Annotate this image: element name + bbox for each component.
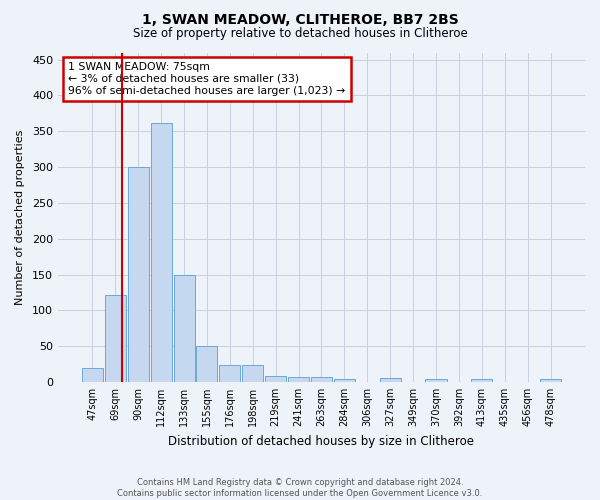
Bar <box>173 274 194 382</box>
Bar <box>105 294 126 382</box>
Text: 1 SWAN MEADOW: 75sqm
← 3% of detached houses are smaller (33)
96% of semi-detach: 1 SWAN MEADOW: 75sqm ← 3% of detached ho… <box>68 62 346 96</box>
Bar <box>82 368 103 382</box>
Bar <box>425 379 446 382</box>
Bar <box>220 364 241 382</box>
Bar <box>540 379 561 382</box>
Text: 1, SWAN MEADOW, CLITHEROE, BB7 2BS: 1, SWAN MEADOW, CLITHEROE, BB7 2BS <box>142 12 458 26</box>
Bar <box>471 379 493 382</box>
Bar <box>334 379 355 382</box>
Bar <box>242 364 263 382</box>
X-axis label: Distribution of detached houses by size in Clitheroe: Distribution of detached houses by size … <box>169 434 475 448</box>
Y-axis label: Number of detached properties: Number of detached properties <box>15 130 25 305</box>
Bar <box>151 122 172 382</box>
Bar <box>128 167 149 382</box>
Bar <box>196 346 217 382</box>
Bar <box>311 377 332 382</box>
Bar <box>288 377 309 382</box>
Text: Size of property relative to detached houses in Clitheroe: Size of property relative to detached ho… <box>133 28 467 40</box>
Bar <box>265 376 286 382</box>
Bar <box>380 378 401 382</box>
Text: Contains HM Land Registry data © Crown copyright and database right 2024.
Contai: Contains HM Land Registry data © Crown c… <box>118 478 482 498</box>
